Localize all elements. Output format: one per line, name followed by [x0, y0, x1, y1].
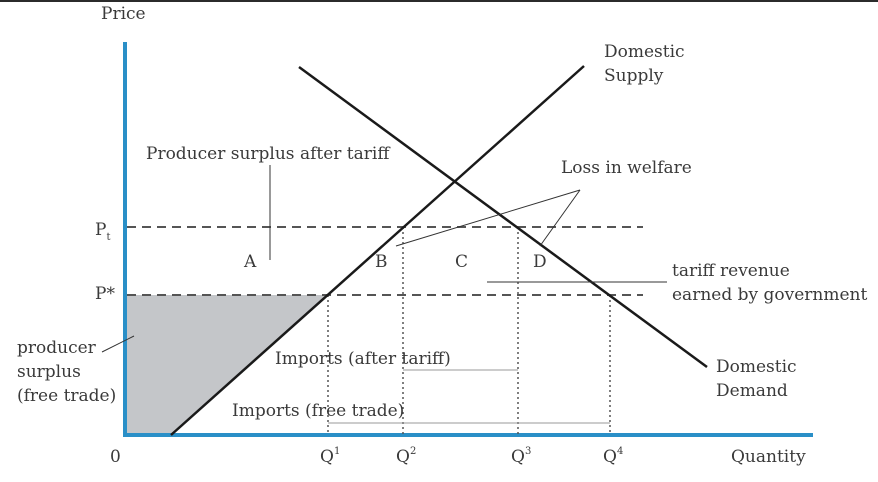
- q4-label: Q4: [603, 446, 623, 467]
- domestic-supply-curve: [170, 65, 585, 436]
- producer-surplus-after-tariff-label: Producer surplus after tariff: [146, 144, 391, 164]
- imports-free-trade-label: Imports (free trade): [232, 401, 404, 421]
- y-axis-label: Price: [101, 4, 146, 24]
- origin-label: 0: [110, 447, 121, 467]
- region-b-label: B: [375, 252, 388, 272]
- producer-surplus-free-label-line3: (free trade): [17, 386, 116, 406]
- top-border: [0, 0, 878, 2]
- producer-surplus-free-pointer: [101, 335, 135, 353]
- loss-welfare-pointer-b: [395, 189, 581, 247]
- supply-label-line1: Domestic: [604, 42, 685, 62]
- imports-after-tariff-label: Imports (after tariff): [275, 349, 451, 369]
- demand-label-line1: Domestic: [716, 357, 797, 377]
- pt-label: Pt: [95, 220, 110, 243]
- tariff-revenue-label-line1: tariff revenue: [672, 261, 790, 281]
- tariff-revenue-label-line2: earned by government: [672, 285, 867, 305]
- p-star-label: P*: [95, 284, 115, 304]
- loss-in-welfare-label: Loss in welfare: [561, 158, 692, 178]
- producer-surplus-free-label-line2: surplus: [17, 362, 81, 382]
- region-a-label: A: [243, 252, 257, 272]
- q3-label: Q3: [511, 446, 531, 467]
- producer-surplus-free-trade-area: [127, 295, 328, 435]
- region-c-label: C: [455, 252, 468, 272]
- demand-label-line2: Demand: [716, 381, 788, 401]
- supply-label-line2: Supply: [604, 66, 664, 86]
- x-axis-label: Quantity: [731, 447, 806, 467]
- q2-label: Q2: [396, 446, 416, 467]
- q1-label: Q1: [320, 446, 340, 467]
- producer-surplus-free-label-line1: producer: [17, 338, 97, 358]
- region-d-label: D: [533, 252, 547, 272]
- domestic-demand-curve: [298, 65, 708, 369]
- loss-welfare-pointer-d: [539, 189, 581, 247]
